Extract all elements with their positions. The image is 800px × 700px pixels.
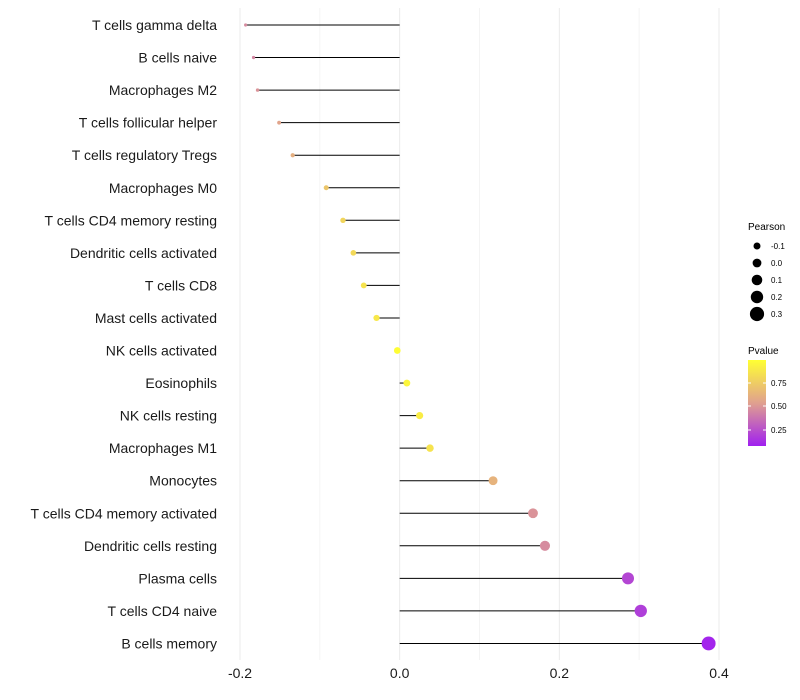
data-point	[255, 88, 260, 92]
legend-color-label: 0.25	[771, 426, 787, 435]
data-point	[360, 282, 367, 289]
data-point	[416, 412, 424, 420]
category-label: Dendritic cells activated	[70, 245, 217, 261]
legend-color-label: 0.50	[771, 402, 787, 411]
category-label: B cells memory	[121, 635, 217, 651]
data-point	[290, 153, 295, 158]
data-point	[277, 120, 282, 125]
category-label: Macrophages M0	[109, 180, 217, 196]
legend-size-key	[751, 274, 763, 286]
legend-size-key	[750, 290, 764, 304]
category-label: Macrophages M1	[109, 440, 217, 456]
category-label: T cells CD4 naive	[108, 603, 218, 619]
data-point	[701, 636, 716, 651]
category-label: T cells CD8	[145, 277, 217, 293]
category-label: NK cells resting	[120, 408, 217, 424]
data-point	[426, 444, 434, 452]
data-point	[528, 508, 538, 519]
legend-size-label: 0.1	[771, 276, 783, 285]
data-point	[350, 250, 357, 256]
data-point	[393, 347, 401, 354]
data-point	[323, 185, 329, 191]
category-label: NK cells activated	[106, 343, 217, 359]
legend-size-key	[753, 242, 761, 250]
legend-size-title: Pearson	[748, 222, 785, 233]
data-point	[488, 476, 498, 486]
category-label: Monocytes	[149, 473, 217, 489]
category-label: T cells follicular helper	[79, 115, 218, 131]
data-point	[251, 55, 256, 60]
x-tick-label: 0.0	[390, 665, 410, 681]
legend-color-bar	[748, 360, 766, 446]
data-point	[621, 572, 635, 585]
category-label: T cells CD4 memory resting	[45, 212, 217, 228]
category-label: B cells naive	[138, 50, 217, 66]
legend-color-label: 0.75	[771, 379, 787, 388]
category-label: Plasma cells	[138, 570, 217, 586]
data-point	[539, 540, 551, 551]
data-point	[634, 604, 647, 618]
legend-color-title: Pvalue	[748, 346, 779, 357]
data-point	[340, 217, 346, 224]
x-tick-label: -0.2	[228, 665, 252, 681]
data-point	[373, 314, 380, 322]
x-tick-label: 0.2	[550, 665, 570, 681]
legend-size-label: -0.1	[771, 242, 785, 251]
category-label: Mast cells activated	[95, 310, 217, 326]
category-label: Eosinophils	[145, 375, 217, 391]
data-point	[244, 23, 248, 27]
category-label: T cells gamma delta	[92, 17, 217, 33]
category-label: Macrophages M2	[109, 82, 217, 98]
x-tick-label: 0.4	[709, 665, 729, 681]
category-label: T cells regulatory Tregs	[72, 147, 217, 163]
category-label: Dendritic cells resting	[84, 538, 217, 554]
legend-size-key	[752, 258, 762, 268]
data-point	[403, 379, 411, 387]
category-label: T cells CD4 memory activated	[31, 505, 217, 521]
legend-size-label: 0.0	[771, 259, 783, 268]
legend-size-label: 0.2	[771, 293, 783, 302]
legend-size-label: 0.3	[771, 310, 783, 319]
legend-size-key	[749, 306, 765, 322]
